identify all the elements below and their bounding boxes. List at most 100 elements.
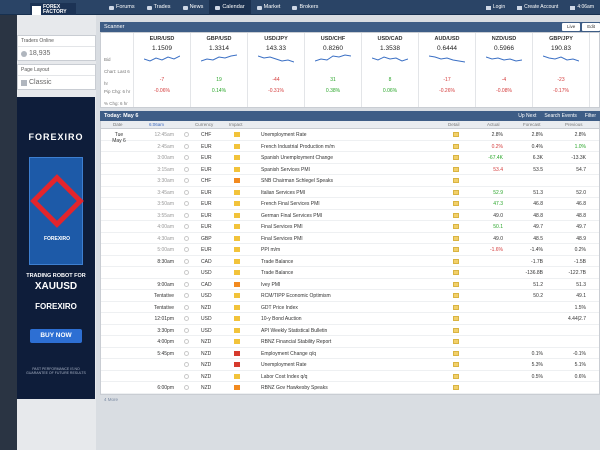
detail-folder-icon[interactable]: [453, 281, 459, 287]
table-row[interactable]: 3:45am EUR Italian Services PMI 52.9 51.3 52.…: [101, 187, 599, 198]
account-link-1[interactable]: Create Account: [511, 0, 564, 15]
detail-folder-icon[interactable]: [453, 224, 459, 229]
table-row[interactable]: 4:00pm NZD RBNZ Financial Stability Report: [101, 336, 599, 348]
event-name[interactable]: GDT Price Index: [261, 304, 298, 311]
event-name[interactable]: Spanish Unemployment Change: [261, 155, 333, 161]
col-time[interactable]: 6:06am: [149, 122, 165, 127]
alarm-bell-icon[interactable]: [184, 304, 189, 310]
table-row[interactable]: 6:00pm NZD RBNZ Gov Hawkesby Speaks: [101, 382, 599, 394]
detail-folder-icon[interactable]: [453, 189, 459, 195]
table-row[interactable]: 3:30pm USD API Weekly Statistical Bulletin: [101, 325, 599, 336]
detail-folder-icon[interactable]: [453, 362, 459, 367]
ad-banner[interactable]: FOREXIRO FOREXIRO TRADING ROBOT FOR XAUU…: [17, 97, 95, 399]
nav-news[interactable]: News: [177, 0, 210, 15]
table-row[interactable]: 3:50am EUR French Final Services PMI 47.3 46…: [101, 198, 599, 210]
alarm-bell-icon[interactable]: [184, 327, 189, 333]
detail-folder-icon[interactable]: [453, 293, 459, 298]
table-row[interactable]: NZD Labor Cost Index q/q 0.5% 0.6%: [101, 371, 599, 382]
detail-folder-icon[interactable]: [453, 212, 459, 218]
scanner-pair-eurusd[interactable]: EUR/USD 1.1509 -7 -0.06%: [134, 33, 191, 107]
event-name[interactable]: French Industrial Production m/m: [261, 143, 335, 150]
filter-link[interactable]: Filter: [584, 113, 596, 119]
alarm-bell-icon[interactable]: [184, 373, 189, 379]
detail-folder-icon[interactable]: [453, 316, 459, 321]
alarm-bell-icon[interactable]: [184, 247, 189, 252]
alarm-bell-icon[interactable]: [184, 350, 189, 356]
detail-folder-icon[interactable]: [453, 270, 459, 275]
scanner-pair-gbpjpy[interactable]: GBP/JPY 190.83 -23 -0.17%: [533, 33, 590, 107]
event-name[interactable]: Final Services PMI: [261, 235, 303, 242]
alarm-bell-icon[interactable]: [184, 362, 189, 367]
nav-calendar[interactable]: Calendar: [209, 0, 251, 15]
ad-buy-now-button[interactable]: BUY NOW: [30, 329, 82, 343]
alarm-bell-icon[interactable]: [184, 293, 189, 298]
alarm-bell-icon[interactable]: [184, 155, 189, 160]
detail-folder-icon[interactable]: [453, 178, 459, 183]
scanner-pair-usdcad[interactable]: USD/CAD 1.3538 8 0.06%: [362, 33, 419, 107]
table-row[interactable]: 5:45pm NZD Employment Change q/q 0.1% -0.1%: [101, 348, 599, 359]
event-name[interactable]: Labor Cost Index q/q: [261, 373, 308, 380]
table-row[interactable]: 4:00am EUR Final Services PMI 50.1 49.7 49.7: [101, 221, 599, 233]
event-name[interactable]: Italian Services PMI: [261, 189, 306, 196]
alarm-bell-icon[interactable]: [184, 270, 189, 275]
event-name[interactable]: German Final Services PMI: [261, 212, 323, 219]
detail-folder-icon[interactable]: [453, 247, 459, 252]
event-name[interactable]: Ivey PMI: [261, 281, 281, 288]
event-name[interactable]: RBNZ Gov Hawkesby Speaks: [261, 385, 328, 391]
event-name[interactable]: API Weekly Statistical Bulletin: [261, 327, 328, 334]
event-name[interactable]: Trade Balance: [261, 258, 294, 265]
event-name[interactable]: Spanish Services PMI: [261, 166, 310, 173]
table-row[interactable]: 3:00am EUR Spanish Unemployment Change -67.…: [101, 152, 599, 164]
scanner-live-button[interactable]: Live: [561, 23, 581, 31]
alarm-bell-icon[interactable]: [184, 281, 189, 287]
scanner-pair-audusd[interactable]: AUD/USD 0.6444 -17 -0.26%: [419, 33, 476, 107]
scanner-pair-nzdusd[interactable]: NZD/USD 0.5966 -4 -0.08%: [476, 33, 533, 107]
scanner-pair-usdjpy[interactable]: USD/JPY 143.33 -44 -0.31%: [248, 33, 305, 107]
table-row[interactable]: 4:30am GBP Final Services PMI 49.0 48.5 48.9: [101, 233, 599, 244]
alarm-bell-icon[interactable]: [184, 235, 189, 241]
alarm-bell-icon[interactable]: [184, 178, 189, 183]
detail-folder-icon[interactable]: [453, 373, 459, 379]
table-row[interactable]: 12:01pm USD 10-y Bond Auction 4.44|2.7: [101, 313, 599, 325]
detail-folder-icon[interactable]: [453, 258, 459, 264]
alarm-bell-icon[interactable]: [184, 258, 189, 264]
event-name[interactable]: Employment Change q/q: [261, 350, 317, 357]
event-name[interactable]: SNB Chairman Schlegel Speaks: [261, 178, 333, 184]
table-row[interactable]: Tentative USD RCM/TIPP Economic Optimism 50…: [101, 290, 599, 302]
search-events-link[interactable]: Search Events: [544, 113, 577, 119]
alarm-bell-icon[interactable]: [184, 339, 189, 344]
scanner-edit-button[interactable]: Edit: [582, 23, 600, 31]
nav-forums[interactable]: Forums: [103, 0, 141, 15]
alarm-bell-icon[interactable]: [184, 189, 189, 195]
event-name[interactable]: Unemployment Rate: [261, 132, 307, 138]
alarm-bell-icon[interactable]: [184, 212, 189, 218]
event-name[interactable]: RCM/TIPP Economic Optimism: [261, 293, 331, 299]
table-row[interactable]: 3:55am EUR German Final Services PMI 49.0 48…: [101, 210, 599, 221]
alarm-bell-icon[interactable]: [184, 166, 189, 172]
detail-folder-icon[interactable]: [453, 385, 459, 390]
table-row[interactable]: Tue May 6 12:45am CHF Unemployment Rate 2.8% 2…: [101, 129, 599, 144]
detail-folder-icon[interactable]: [453, 304, 459, 310]
table-row[interactable]: 2:45am EUR French Industrial Production m/…: [101, 141, 599, 152]
detail-folder-icon[interactable]: [453, 339, 459, 344]
event-name[interactable]: 10-y Bond Auction: [261, 316, 302, 322]
page-layout-select[interactable]: Classic: [18, 76, 95, 89]
alarm-bell-icon[interactable]: [184, 224, 189, 229]
alarm-bell-icon[interactable]: [184, 201, 189, 206]
alarm-bell-icon[interactable]: [184, 143, 189, 149]
detail-folder-icon[interactable]: [453, 201, 459, 206]
table-row[interactable]: 8:30am CAD Trade Balance -1.7B -1.5B: [101, 256, 599, 267]
nav-trades[interactable]: Trades: [141, 0, 177, 15]
table-row[interactable]: USD Trade Balance -136.8B -122.7B: [101, 267, 599, 279]
account-link-2[interactable]: 4:06am: [564, 0, 600, 15]
table-row[interactable]: 9:00am CAD Ivey PMI 51.2 51.3: [101, 279, 599, 290]
scanner-pair-gbpusd[interactable]: GBP/USD 1.3314 19 0.14%: [191, 33, 248, 107]
event-name[interactable]: RBNZ Financial Stability Report: [261, 339, 332, 345]
table-row[interactable]: 5:00am EUR PPI m/m -1.6% -1.4% 0.2%: [101, 244, 599, 256]
table-row[interactable]: NZD Unemployment Rate 5.3% 5.1%: [101, 359, 599, 371]
up-next-link[interactable]: Up Next: [518, 113, 537, 119]
event-name[interactable]: Unemployment Rate: [261, 362, 307, 368]
event-name[interactable]: PPI m/m: [261, 247, 281, 253]
event-name[interactable]: Trade Balance: [261, 270, 294, 276]
nav-market[interactable]: Market: [251, 0, 287, 15]
